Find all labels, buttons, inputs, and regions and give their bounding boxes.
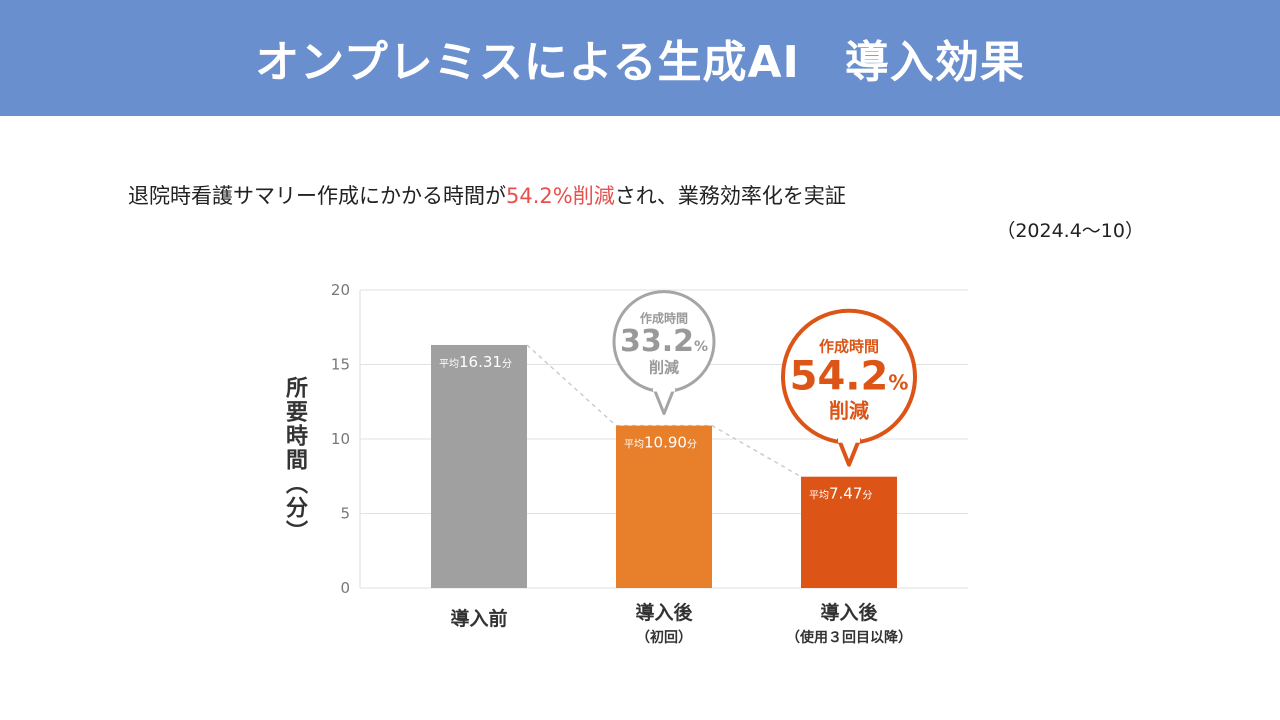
callout-bottom-text: 削減 [649,359,679,377]
callout-pointer-mask [653,383,675,392]
callout-pointer [652,387,676,416]
bar-chart: 05101520平均16.31分平均10.90分平均7.47分作成時間33.2%… [331,281,968,597]
y-tick-label: 20 [331,281,350,299]
y-tick-label: 0 [340,579,350,597]
summary-highlight: 54.2%削減 [506,184,615,208]
callout-top-text: 作成時間 [819,338,879,356]
summary-text-after: され、業務効率化を実証 [614,184,846,208]
summary-text-before: 退院時看護サマリー作成にかかる時間が [128,184,506,208]
bar-value-label: 平均7.47分 [809,485,872,503]
bar-value-label: 平均16.31分 [439,353,512,371]
category-main-label: 導入前 [450,608,508,630]
callout-top-text: 作成時間 [640,311,688,326]
period-label: （2024.4～10） [996,220,1144,242]
bar [616,425,712,588]
category-main-label: 導入後 [820,602,878,624]
bar [431,344,527,588]
category-label-2: 導入後 （使用３回目以降） [749,598,949,647]
page-title: オンプレミスによる生成AI 導入効果 [255,37,1025,88]
y-tick-label: 15 [331,356,350,374]
callout-value: 54.2% [790,353,909,399]
callout-value: 33.2% [620,324,708,359]
y-axis-label: 所要時間（分） [282,376,307,544]
bar-value-label: 平均10.90分 [624,434,697,452]
callout-pointer [837,437,861,467]
category-main-label: 導入後 [635,602,693,624]
bar [801,476,897,588]
category-label-1: 導入後 （初回） [564,598,764,647]
y-tick-label: 5 [340,505,350,523]
y-tick-label: 10 [331,430,350,448]
callout-bottom-text: 削減 [829,399,869,423]
title-banner: オンプレミスによる生成AI 導入効果 [0,0,1280,116]
summary-text: 退院時看護サマリー作成にかかる時間が54.2%削減され、業務効率化を実証 [128,180,846,210]
category-label-0: 導入前 [379,604,579,631]
category-sub-label: （使用３回目以降） [786,630,912,646]
category-sub-label: （初回） [636,630,692,646]
callout-pointer-mask [838,434,860,443]
